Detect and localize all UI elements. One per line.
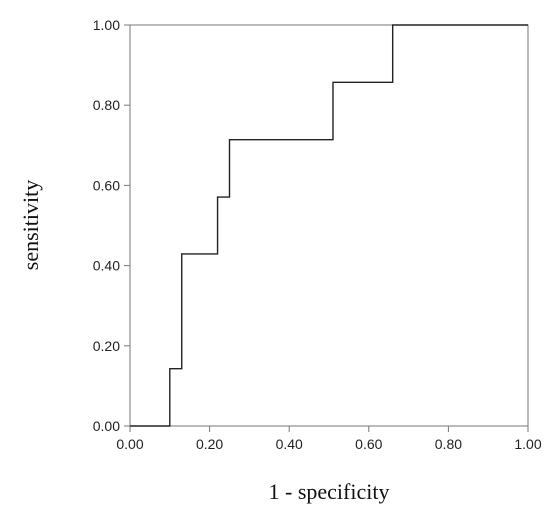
y-tick-label: 0.60 (93, 177, 120, 193)
x-tick-label: 0.40 (276, 436, 303, 452)
x-tick-label: 0.80 (435, 436, 462, 452)
x-tick-label: 1.00 (514, 436, 541, 452)
x-tick-label: 0.00 (116, 436, 143, 452)
x-tick-label: 0.60 (355, 436, 382, 452)
x-axis-ticks: 0.00 0.20 0.40 0.60 0.80 1.00 (116, 426, 542, 452)
roc-curve-line (130, 24, 528, 427)
plot-frame (129, 24, 529, 427)
y-tick-label: 1.00 (93, 17, 120, 33)
y-tick-label: 0.80 (93, 97, 120, 113)
y-tick-label: 0.40 (93, 258, 120, 274)
y-tick-label: 0.00 (93, 418, 120, 434)
x-axis-title: 1 - specificity (269, 479, 390, 504)
y-axis-title: sensitivity (18, 180, 43, 270)
x-tick-label: 0.20 (196, 436, 223, 452)
y-axis-ticks: 0.00 0.20 0.40 0.60 0.80 1.00 (93, 17, 130, 434)
y-tick-label: 0.20 (93, 338, 120, 354)
